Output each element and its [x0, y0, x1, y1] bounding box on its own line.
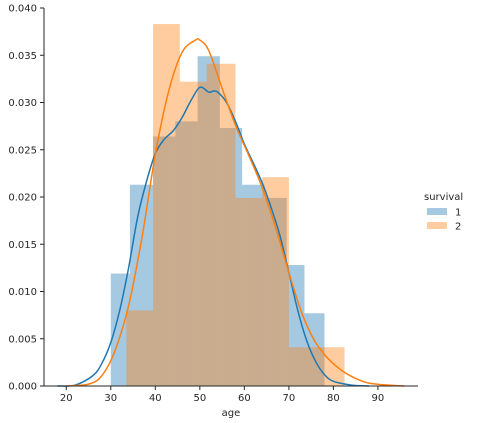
x-tick-label: 90: [372, 393, 385, 404]
histogram-bar-series-2-2: [179, 81, 207, 387]
legend-swatch-2: [427, 222, 447, 229]
legend-label-1: 1: [455, 208, 461, 219]
y-tick-label: 0.000: [8, 382, 37, 393]
histogram-bar-series-2-6: [288, 347, 318, 386]
histogram-bar-series-1-1: [129, 184, 154, 386]
histogram-bar-series-1-4: [197, 56, 220, 386]
histogram-bar-series-2-5: [262, 177, 289, 386]
x-tick-label: 30: [104, 393, 117, 404]
legend-swatch-1: [427, 208, 447, 215]
legend-label-2: 2: [455, 222, 461, 233]
x-tick-label: 80: [327, 393, 340, 404]
y-tick-label: 0.025: [8, 145, 37, 156]
y-tick-label: 0.020: [8, 193, 37, 204]
x-tick-label: 50: [193, 393, 206, 404]
y-tick-label: 0.035: [8, 51, 37, 62]
histogram-bar-series-1-2: [153, 136, 176, 386]
kde-line-series-1: [57, 86, 370, 387]
histogram-bar-series-1-0: [110, 273, 130, 386]
kde-curves: [57, 37, 405, 387]
x-axis-ticks: 20 30 40 50 60 70 80 90: [60, 386, 384, 404]
legend-title: survival: [424, 192, 463, 203]
kde-line-series-2: [66, 37, 405, 387]
x-tick-label: 40: [149, 393, 162, 404]
histogram-bar-series-1-8: [286, 265, 305, 386]
y-tick-label: 0.030: [8, 98, 37, 109]
x-axis-label: age: [222, 408, 241, 419]
histogram-bar-series-2-3: [206, 63, 236, 386]
legend: survival 1 2: [424, 192, 463, 233]
histogram-bar-series-1-5: [219, 128, 243, 386]
x-tick-label: 60: [238, 393, 251, 404]
y-tick-label: 0.005: [8, 334, 37, 345]
y-axis-ticks: 0.000 0.005 0.010 0.015 0.020 0.025 0.030 0.035…: [8, 4, 44, 393]
x-tick-label: 20: [60, 393, 73, 404]
histogram-bar-series-1-3: [175, 121, 198, 387]
y-tick-label: 0.010: [8, 287, 37, 298]
histogram-bar-series-2-4: [235, 197, 263, 386]
y-tick-label: 0.040: [8, 4, 37, 15]
y-tick-label: 0.015: [8, 240, 37, 251]
x-tick-label: 70: [283, 393, 296, 404]
histogram-bar-series-2-0: [126, 310, 154, 386]
histogram-bar-series-2-1: [153, 24, 180, 387]
histogram-bar-series-1-6: [242, 184, 265, 386]
